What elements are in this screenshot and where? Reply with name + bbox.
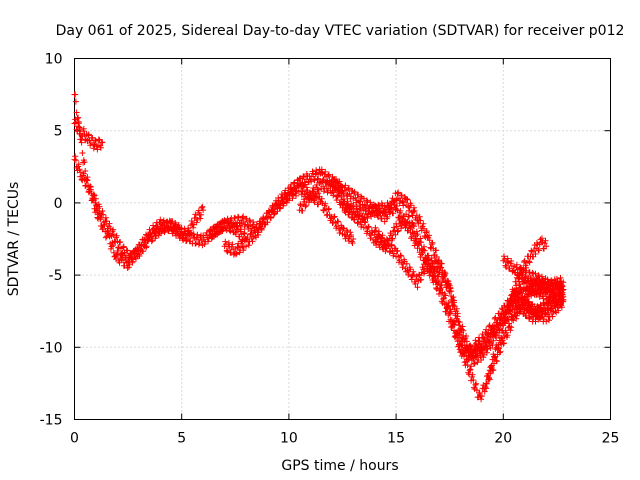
plot-frame: [74, 58, 611, 420]
axis-ticks: [74, 58, 611, 420]
series-track-5: [206, 181, 357, 246]
chart-title: Day 061 of 2025, Sidereal Day-to-day VTE…: [56, 23, 625, 39]
series-track-3: [71, 153, 249, 265]
series-markers: [483, 327, 507, 387]
series-track-12: [500, 235, 550, 329]
series-markers: [521, 296, 567, 325]
y-tick-label: -10: [40, 340, 63, 356]
series-track-10: [483, 327, 507, 387]
series-markers: [71, 116, 106, 153]
y-tick-label: 0: [54, 196, 63, 212]
series-markers: [206, 181, 357, 246]
series-group: [71, 91, 567, 403]
x-tick-label: 15: [387, 431, 405, 447]
y-tick-label: 5: [54, 124, 63, 140]
y-tick-label: -5: [49, 268, 63, 284]
x-tick-label: 20: [494, 431, 512, 447]
y-tick-label: -15: [40, 413, 63, 429]
x-tick-label: 0: [70, 431, 79, 447]
series-markers: [500, 235, 550, 329]
x-tick-label: 5: [177, 431, 186, 447]
x-axis-label: GPS time / hours: [281, 458, 398, 474]
y-axis-label: SDTVAR / TECUs: [6, 182, 22, 297]
y-tick-label: 10: [45, 52, 63, 68]
series-track-2: [71, 116, 106, 153]
x-tick-label: 10: [280, 431, 298, 447]
series-markers: [71, 153, 249, 265]
x-tick-label: 25: [602, 431, 620, 447]
series-track-14: [521, 296, 567, 325]
